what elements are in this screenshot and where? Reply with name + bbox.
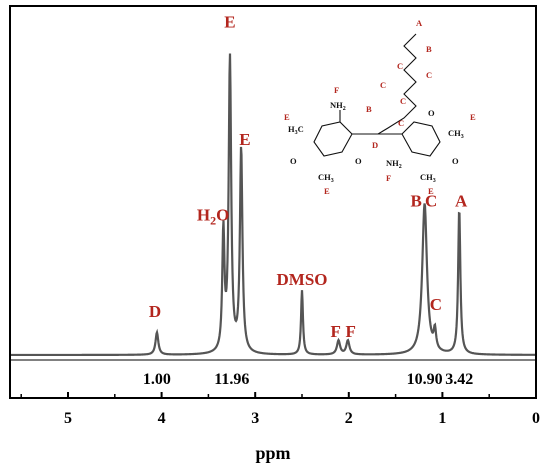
right-ring: [401, 121, 441, 157]
integral-value-2: 10.90: [407, 371, 443, 388]
left-ring: [313, 121, 353, 157]
peak-label-4: F: [331, 322, 341, 341]
plot-frame: [9, 5, 537, 399]
right-label-e2: E: [428, 186, 434, 196]
chain-label-b1: B: [426, 44, 432, 54]
peak-label-1: E: [224, 12, 235, 31]
left-o2: O: [355, 156, 362, 166]
x-tick-label-3: 3: [251, 410, 259, 427]
chain-label-c3: C: [380, 80, 386, 90]
integral-value-1: 11.96: [214, 371, 249, 388]
peak-label-0: D: [149, 302, 161, 321]
left-label-e2: E: [324, 186, 330, 196]
left-nh2: NH2: [330, 100, 346, 112]
right-o2: O: [452, 156, 459, 166]
peak-label-9: A: [455, 192, 468, 211]
molecular-structure: A B C C C C B C D NH2 F H3C E O O CH3 E …: [284, 18, 476, 196]
peak-label-3: DMSO: [277, 270, 328, 289]
left-ch3-top: H3C: [288, 124, 304, 136]
left-label-f: F: [334, 85, 339, 95]
chain-label-c4: C: [400, 96, 406, 106]
right-label-e1: E: [470, 112, 476, 122]
x-tick-label-4: 4: [158, 410, 166, 427]
peak-label-6: B: [411, 192, 422, 211]
x-tick-label-0: 0: [532, 410, 540, 427]
h2o-sub: 2: [210, 214, 216, 228]
chain-label-b2: B: [366, 104, 372, 114]
h2o-o: O: [216, 206, 229, 225]
right-label-f: F: [386, 173, 391, 183]
peak-label-h2o: H2O: [197, 206, 229, 228]
x-axis-title: ppm: [255, 443, 290, 463]
integral-value-0: 1.00: [143, 371, 171, 388]
integral-values: 1.00 11.96 10.90 3.42: [143, 371, 473, 388]
left-o1: O: [290, 156, 297, 166]
chain-label-c2: C: [426, 70, 432, 80]
left-n-ch3: CH3: [318, 172, 334, 184]
integral-value-3: 3.42: [445, 371, 473, 388]
spectrum-line: [11, 53, 536, 357]
x-axis: 5 4 3 2 1 0: [20, 392, 540, 427]
h2o-h: H: [197, 206, 210, 225]
peak-label-2: E: [239, 130, 250, 149]
peak-label-7: C: [425, 192, 437, 211]
alkyl-chain: [377, 33, 417, 135]
chain-label-a: A: [416, 18, 423, 28]
right-ch3: CH3: [448, 128, 464, 140]
right-n-ch3: CH3: [420, 172, 436, 184]
x-tick-label-1: 1: [438, 410, 446, 427]
peak-label-5: F: [345, 322, 355, 341]
right-o1: O: [428, 108, 435, 118]
peak-label-8: C: [430, 295, 442, 314]
x-tick-label-2: 2: [345, 410, 353, 427]
left-label-e1: E: [284, 112, 290, 122]
chain-label-c1: C: [397, 61, 403, 71]
chain-label-c5: C: [398, 118, 404, 128]
x-tick-label-5: 5: [64, 410, 72, 427]
right-nh2: NH2: [386, 158, 402, 170]
methine-label-d: D: [372, 140, 378, 150]
